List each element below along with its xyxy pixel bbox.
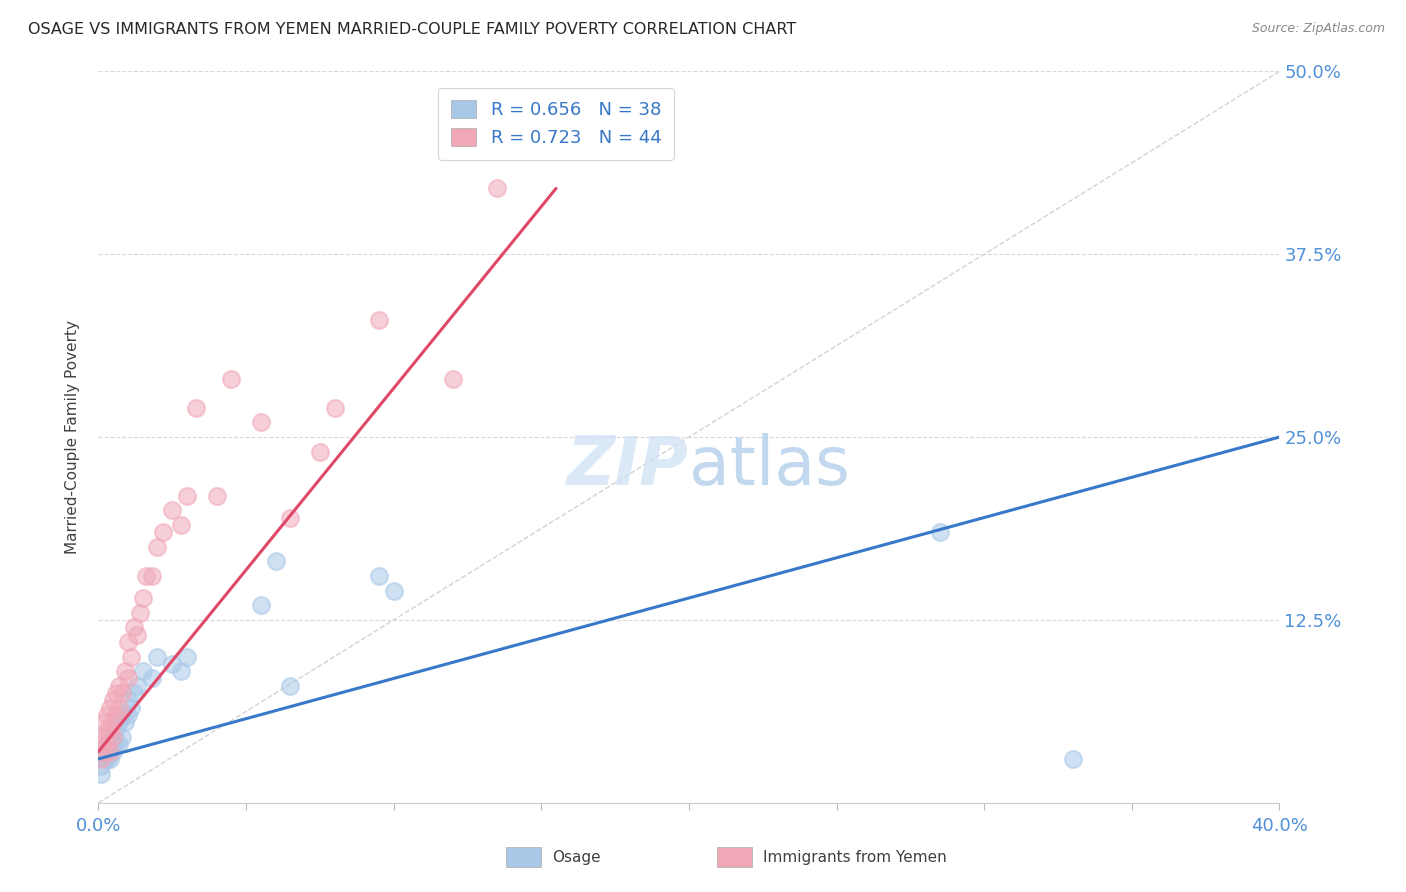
Point bbox=[117, 693, 139, 707]
Point bbox=[184, 401, 207, 415]
Point bbox=[368, 569, 391, 583]
Point bbox=[108, 679, 131, 693]
Point bbox=[117, 708, 139, 723]
Point bbox=[96, 737, 118, 751]
Point bbox=[93, 745, 115, 759]
Point bbox=[108, 715, 131, 730]
Text: Source: ZipAtlas.com: Source: ZipAtlas.com bbox=[1251, 22, 1385, 36]
Point bbox=[98, 723, 121, 737]
Text: atlas: atlas bbox=[689, 434, 849, 500]
Point bbox=[176, 649, 198, 664]
Point bbox=[141, 569, 163, 583]
Point bbox=[128, 606, 150, 620]
Point bbox=[278, 679, 302, 693]
Point bbox=[928, 525, 950, 540]
Point bbox=[90, 766, 112, 780]
Text: Immigrants from Yemen: Immigrants from Yemen bbox=[763, 850, 948, 864]
Point bbox=[146, 649, 169, 664]
Point bbox=[96, 745, 118, 759]
Point bbox=[132, 664, 155, 678]
Point bbox=[105, 723, 128, 737]
Point bbox=[114, 715, 136, 730]
Point bbox=[162, 503, 183, 517]
Point bbox=[117, 635, 139, 649]
Point bbox=[108, 737, 131, 751]
Point bbox=[278, 510, 302, 524]
Point bbox=[96, 752, 118, 766]
Point bbox=[309, 444, 332, 458]
Point bbox=[117, 672, 139, 686]
Point bbox=[105, 737, 128, 751]
Point bbox=[122, 620, 145, 634]
Point bbox=[120, 700, 142, 714]
Point bbox=[93, 745, 115, 759]
Point bbox=[125, 679, 148, 693]
Point bbox=[98, 700, 121, 714]
Point bbox=[90, 752, 112, 766]
Point bbox=[250, 416, 273, 430]
Point bbox=[105, 708, 128, 723]
Text: ZIP: ZIP bbox=[567, 434, 689, 500]
Point bbox=[93, 752, 115, 766]
Point bbox=[96, 708, 118, 723]
Point bbox=[90, 759, 112, 773]
Point bbox=[125, 627, 148, 641]
Point bbox=[486, 181, 509, 195]
Point bbox=[162, 657, 183, 671]
Point bbox=[111, 708, 134, 723]
Point bbox=[176, 489, 198, 503]
Point bbox=[98, 737, 121, 751]
Point bbox=[108, 700, 131, 714]
Point bbox=[205, 489, 228, 503]
Point bbox=[93, 715, 115, 730]
Point bbox=[105, 686, 128, 700]
Point bbox=[103, 737, 125, 751]
Point bbox=[98, 745, 121, 759]
Y-axis label: Married-Couple Family Poverty: Married-Couple Family Poverty bbox=[65, 320, 80, 554]
Point bbox=[96, 737, 118, 751]
Point bbox=[146, 540, 169, 554]
Point bbox=[122, 686, 145, 700]
Point bbox=[152, 525, 174, 540]
Point bbox=[111, 686, 134, 700]
Point bbox=[103, 745, 125, 759]
Point bbox=[103, 693, 125, 707]
Point bbox=[170, 664, 193, 678]
Point bbox=[170, 517, 193, 532]
Point bbox=[120, 649, 142, 664]
Point bbox=[382, 583, 405, 598]
Point bbox=[103, 715, 125, 730]
Point bbox=[132, 591, 155, 605]
Point bbox=[219, 371, 242, 385]
Legend: R = 0.656   N = 38, R = 0.723   N = 44: R = 0.656 N = 38, R = 0.723 N = 44 bbox=[439, 87, 673, 160]
Point bbox=[90, 737, 112, 751]
Point bbox=[103, 730, 125, 744]
Point bbox=[1062, 752, 1084, 766]
Point bbox=[250, 599, 273, 613]
Point bbox=[111, 730, 134, 744]
Text: Osage: Osage bbox=[553, 850, 602, 864]
Point bbox=[135, 569, 157, 583]
Point bbox=[323, 401, 346, 415]
Point bbox=[368, 313, 391, 327]
Point bbox=[96, 723, 118, 737]
Point bbox=[114, 664, 136, 678]
Text: OSAGE VS IMMIGRANTS FROM YEMEN MARRIED-COUPLE FAMILY POVERTY CORRELATION CHART: OSAGE VS IMMIGRANTS FROM YEMEN MARRIED-C… bbox=[28, 22, 796, 37]
Point bbox=[441, 371, 464, 385]
Point bbox=[98, 745, 121, 759]
Point bbox=[98, 752, 121, 766]
Point bbox=[93, 730, 115, 744]
Point bbox=[141, 672, 163, 686]
Point bbox=[264, 554, 287, 568]
Point bbox=[103, 730, 125, 744]
